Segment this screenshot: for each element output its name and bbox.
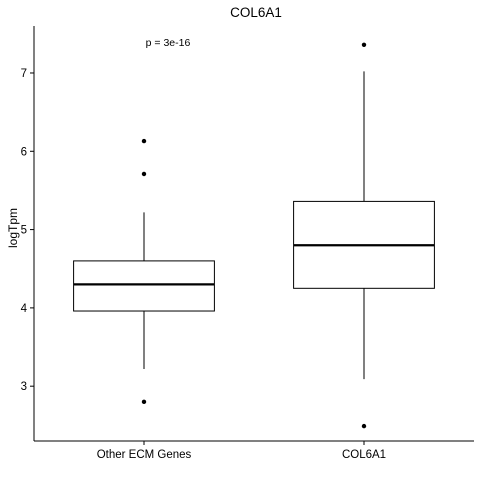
x-axis-ticks: Other ECM Genes COL6A1 [97, 441, 386, 461]
box-group [73, 138, 215, 405]
outlier-point [361, 423, 367, 429]
y-tick-label: 4 [21, 303, 28, 315]
chart-title: COL6A1 [230, 5, 282, 20]
outlier-point [141, 399, 147, 405]
y-axis-ticks: 3 4 5 6 7 [21, 68, 34, 393]
y-tick-label: 6 [21, 146, 27, 158]
outlier-point [141, 171, 147, 177]
y-tick-label: 7 [21, 68, 27, 80]
y-tick-label: 3 [21, 381, 27, 393]
box-group [293, 42, 435, 429]
x-tick-label: COL6A1 [342, 449, 386, 461]
x-tick-label: Other ECM Genes [97, 449, 192, 461]
p-value-annotation: p = 3e-16 [146, 37, 191, 49]
y-tick-label: 5 [21, 225, 27, 237]
outlier-point [361, 42, 367, 47]
y-axis-title: logTpm [6, 208, 20, 248]
outlier-point [141, 138, 147, 144]
plot-marks [73, 42, 435, 429]
iqr-box [73, 260, 215, 312]
